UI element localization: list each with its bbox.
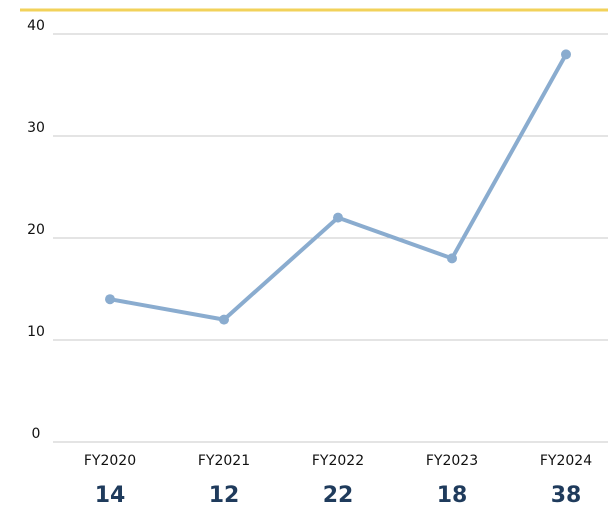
value-label: 18	[437, 483, 468, 508]
x-tick-label: FY2023	[426, 453, 478, 469]
point	[219, 314, 229, 325]
point	[447, 253, 457, 264]
point	[561, 49, 571, 60]
value-label: 12	[209, 483, 240, 508]
x-tick-label: FY2020	[84, 453, 136, 469]
value-label: 38	[551, 483, 582, 508]
y-tick-label: 40	[27, 18, 45, 34]
point	[333, 212, 343, 223]
x-tick-label: FY2024	[540, 453, 592, 469]
y-tick-label: 0	[32, 426, 41, 442]
line	[109, 53, 568, 322]
y-tick-label: 20	[27, 222, 45, 238]
y-tick-label: 10	[27, 324, 45, 340]
x-tick-label: FY2021	[198, 453, 250, 469]
value-label: 14	[95, 483, 126, 508]
y-tick-label: 30	[27, 120, 45, 136]
x-tick-label: FY2022	[312, 453, 364, 469]
point	[105, 294, 115, 305]
value-label: 22	[323, 483, 354, 508]
